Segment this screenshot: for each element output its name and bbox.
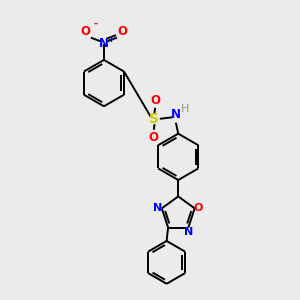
Text: N: N <box>153 203 162 213</box>
Text: H: H <box>181 104 189 114</box>
Text: O: O <box>149 131 159 144</box>
Text: N: N <box>171 108 181 121</box>
Text: S: S <box>149 112 160 126</box>
Text: N: N <box>99 37 109 50</box>
Text: +: + <box>107 34 114 43</box>
Text: O: O <box>117 25 128 38</box>
Text: O: O <box>194 203 203 213</box>
Text: O: O <box>150 94 160 107</box>
Text: O: O <box>80 25 91 38</box>
Text: -: - <box>93 19 97 29</box>
Text: N: N <box>184 227 194 237</box>
